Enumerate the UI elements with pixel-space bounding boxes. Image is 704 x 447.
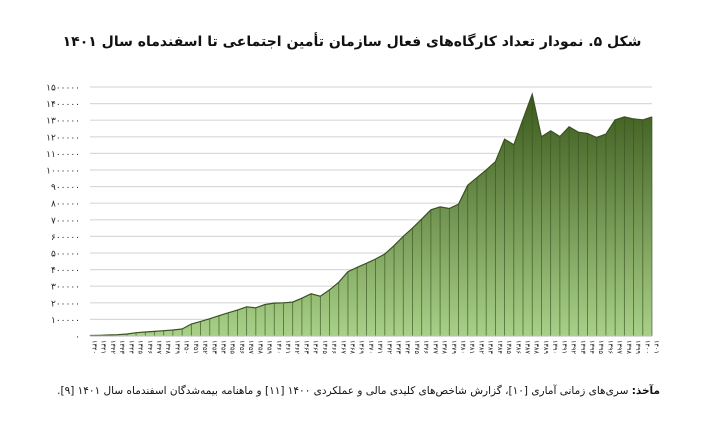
x-tick-label: ۱۳۸۲ [477, 340, 485, 354]
source-text: سری‌های زمانی آماری [۱۰]، گزارش شاخص‌های… [57, 385, 632, 397]
x-tick-label: ۱۳۷۰ [367, 340, 375, 354]
y-tick-label: ۱۴۰۰۰۰۰ [46, 100, 80, 110]
x-tick-label: ۱۳۶۹ [358, 340, 366, 354]
x-tick-label: ۱۳۵۷ [247, 340, 255, 354]
y-tick-label: ۰ [75, 333, 80, 343]
x-tick-label: ۱۴۰۱ [653, 340, 661, 354]
x-tick-label: ۱۳۹۱ [560, 340, 568, 354]
x-tick-label: ۱۳۸۳ [487, 340, 495, 354]
x-tick-label: ۱۳۶۰ [275, 340, 283, 354]
x-tick-label: ۱۳۹۳ [579, 340, 587, 354]
y-tick-label: ۸۰۰۰۰۰ [51, 200, 80, 210]
y-axis: ۰ ۱۰۰۰۰۰ ۲۰۰۰۰۰ ۳۰۰۰۰۰ ۴۰۰۰۰۰ ۵۰۰۰۰۰ ۶۰۰۰۰۰ ۷۰۰… [46, 84, 80, 343]
x-tick-label: ۱۳۸۶ [514, 340, 522, 354]
x-tick-label: ۱۳۴۶ [146, 340, 154, 354]
y-tick-label: ۳۰۰۰۰۰ [51, 283, 80, 293]
y-tick-label: ۱۱۰۰۰۰۰ [46, 150, 80, 160]
x-tick-label: ۱۳۷۶ [422, 340, 430, 354]
x-tick-label: ۱۳۷۷ [431, 340, 439, 354]
x-tick-label: ۱۳۸۷ [524, 340, 532, 354]
y-tick-label: ۱۰۰۰۰۰ [51, 316, 80, 326]
x-tick-label: ۱۳۵۲ [201, 340, 209, 354]
x-tick-label: ۱۳۶۸ [348, 340, 356, 354]
y-tick-label: ۲۰۰۰۰۰ [51, 299, 80, 309]
x-axis: ۱۳۴۰ ۱۳۴۱ ۱۳۴۲ ۱۳۴۳ ۱۳۴۴ ۱۳۴۵ ۱۳۴۶ ۱۳۴۷ ۱۳۴۸ ۱۳۴۹… [91, 340, 661, 354]
x-tick-label: ۱۳۵۴ [219, 340, 227, 354]
x-tick-label: ۱۳۵۵ [229, 340, 237, 354]
x-tick-label: ۱۳۶۵ [321, 340, 329, 354]
x-tick-label: ۱۳۵۳ [210, 340, 218, 354]
x-tick-label: ۱۳۶۴ [312, 340, 320, 354]
x-tick-label: ۱۳۴۴ [127, 340, 135, 354]
x-tick-label: ۱۳۸۸ [533, 340, 541, 354]
y-tick-label: ۱۲۰۰۰۰۰ [46, 133, 80, 143]
x-tick-label: ۱۳۹۹ [634, 340, 642, 354]
x-tick-label: ۱۳۴۳ [118, 340, 126, 354]
x-tick-label: ۱۳۸۹ [542, 340, 550, 354]
y-tick-label: ۷۰۰۰۰۰ [51, 216, 80, 226]
source-caption: مآخذ: سری‌های زمانی آماری [۱۰]، گزارش شا… [57, 385, 660, 397]
x-tick-label: ۱۳۴۱ [100, 340, 108, 354]
x-tick-label: ۱۳۸۵ [505, 340, 513, 354]
x-tick-label: ۱۳۴۰ [91, 340, 99, 354]
chart-title: شکل ۵. نمودار تعداد کارگاه‌های فعال سازم… [62, 34, 642, 50]
x-tick-label: ۱۳۴۷ [155, 340, 163, 354]
x-tick-label: ۱۳۹۸ [625, 340, 633, 354]
x-tick-label: ۱۳۶۷ [339, 340, 347, 354]
x-tick-label: ۱۳۷۹ [450, 340, 458, 354]
x-tick-label: ۱۳۵۶ [238, 340, 246, 354]
x-tick-label: ۱۳۵۹ [266, 340, 274, 354]
x-tick-label: ۱۳۷۴ [404, 340, 412, 354]
source-label: مآخذ: [631, 385, 660, 397]
x-tick-label: ۱۳۷۵ [413, 340, 421, 354]
x-tick-label: ۱۳۴۲ [109, 340, 117, 354]
x-tick-label: ۱۳۵۰ [183, 340, 191, 354]
y-tick-label: ۱۵۰۰۰۰۰ [46, 84, 80, 94]
y-tick-label: ۱۳۰۰۰۰۰ [46, 117, 80, 127]
x-tick-label: ۱۳۶۶ [330, 340, 338, 354]
x-tick-label: ۱۳۹۶ [606, 340, 614, 354]
x-tick-label: ۱۳۴۸ [164, 340, 172, 354]
x-tick-label: ۱۳۷۲ [385, 340, 393, 354]
x-tick-label: ۱۳۶۱ [284, 340, 292, 354]
y-tick-label: ۵۰۰۰۰۰ [51, 250, 80, 260]
x-tick-label: ۱۳۴۵ [137, 340, 145, 354]
x-tick-label: ۱۳۵۱ [192, 340, 200, 354]
x-tick-label: ۱۴۰۰ [643, 340, 651, 354]
y-tick-label: ۴۰۰۰۰۰ [51, 266, 80, 276]
x-tick-label: ۱۳۶۳ [302, 340, 310, 354]
area-fill [90, 94, 652, 336]
x-tick-label: ۱۳۹۰ [551, 340, 559, 354]
x-tick-label: ۱۳۵۸ [256, 340, 264, 354]
series-line [89, 92, 653, 337]
x-tick-label: ۱۳۹۲ [570, 340, 578, 354]
y-tick-label: ۶۰۰۰۰۰ [51, 233, 80, 243]
y-tick-label: ۱۰۰۰۰۰۰ [46, 167, 80, 177]
series-area [89, 92, 653, 337]
x-tick-label: ۱۳۷۸ [441, 340, 449, 354]
x-tick-label: ۱۳۷۳ [395, 340, 403, 354]
y-tick-label: ۹۰۰۰۰۰ [51, 183, 80, 193]
x-tick-label: ۱۳۸۴ [496, 340, 504, 354]
x-tick-label: ۱۳۴۹ [173, 340, 181, 354]
x-tick-label: ۱۳۷۱ [376, 340, 384, 354]
x-tick-label: ۱۳۸۰ [459, 340, 467, 354]
x-tick-label: ۱۳۹۴ [588, 340, 596, 354]
x-tick-label: ۱۳۹۵ [597, 340, 605, 354]
x-tick-label: ۱۳۶۲ [293, 340, 301, 354]
x-tick-label: ۱۳۸۱ [468, 340, 476, 354]
x-tick-label: ۱۳۹۷ [616, 340, 624, 354]
